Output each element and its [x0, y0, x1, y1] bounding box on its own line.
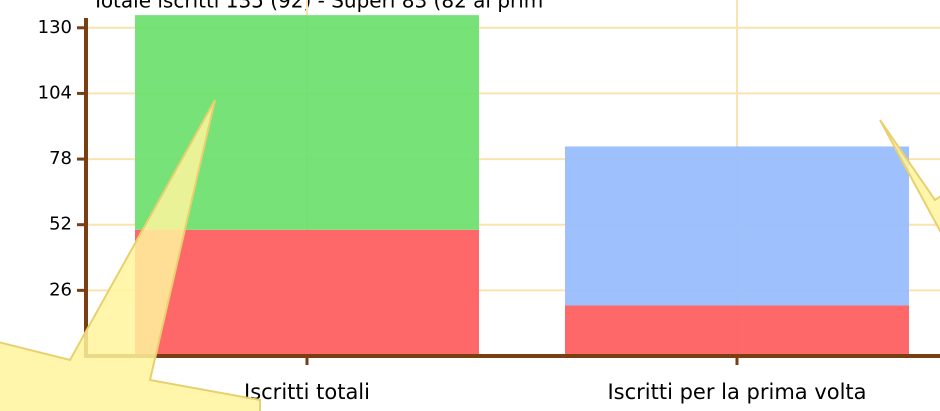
callout: [879, 119, 940, 233]
bar-segment: [565, 146, 909, 306]
y-tick-label: 104: [38, 82, 72, 103]
bar-segment: [135, 229, 479, 356]
y-tick-label: 130: [38, 17, 72, 38]
chart-title: Totale iscritti 135 (92) - Superi 83 (82…: [91, 0, 543, 13]
bar-segment: [565, 305, 909, 356]
y-tick-label: 52: [49, 214, 72, 235]
callouts: [0, 99, 940, 411]
plot: 26 52 78 104 130 Iscritti totali Iscritti per …: [38, 0, 940, 404]
callout: [0, 99, 261, 411]
y-tick-label: 78: [49, 148, 72, 169]
x-tick-label: Iscritti totali: [244, 380, 370, 404]
x-tick-label: Iscritti per la prima volta: [607, 380, 866, 404]
y-tick-label: 26: [49, 279, 72, 300]
